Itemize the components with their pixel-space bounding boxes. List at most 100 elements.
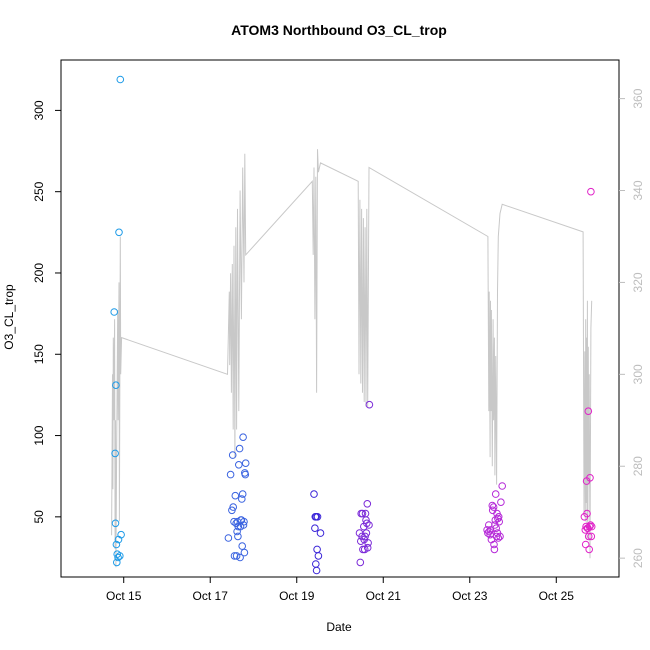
data-point [362, 529, 371, 537]
data-point [586, 474, 594, 482]
y-axis-left: 50 100 150 200 250 300 [32, 100, 61, 524]
data-point [226, 470, 235, 479]
y2-tick-label: 340 [631, 180, 645, 200]
y2-tick-label: 300 [631, 364, 645, 384]
y-tick-label: 250 [32, 181, 46, 201]
data-point [585, 545, 594, 554]
y-tick-label: 150 [32, 344, 46, 364]
plot-box [60, 59, 620, 578]
data-point [492, 532, 501, 541]
data-point [240, 517, 248, 526]
data-point [236, 553, 244, 562]
data-point [586, 521, 595, 529]
data-point [311, 524, 319, 533]
y2-tick-label: 320 [631, 272, 645, 292]
data-point [235, 461, 243, 469]
data-point [584, 532, 593, 541]
x-tick-label: Oct 15 [106, 589, 142, 603]
data-point [240, 548, 249, 557]
data-point [230, 517, 238, 526]
data-point [112, 540, 121, 549]
data-point [110, 308, 118, 316]
data-point [113, 558, 121, 567]
x-tick-label: Oct 19 [279, 589, 315, 603]
data-point [116, 552, 124, 560]
data-point [587, 522, 596, 531]
y2-tick-label: 360 [631, 88, 645, 108]
data-point [489, 503, 498, 511]
y2-tick-label: 260 [631, 548, 645, 568]
data-point [365, 400, 374, 409]
data-point [490, 540, 498, 549]
data-point [363, 500, 372, 508]
data-point [114, 553, 122, 562]
data-point [582, 522, 590, 531]
data-point [496, 532, 504, 541]
data-point [116, 75, 125, 84]
data-point [356, 558, 365, 567]
chart-title: ATOM3 Northbound O3_CL_trop [231, 22, 447, 38]
y-tick-label: 50 [32, 510, 46, 524]
data-point [581, 540, 590, 549]
y2-tick-label: 280 [631, 456, 645, 476]
y-tick-label: 100 [32, 425, 46, 445]
data-point [363, 519, 371, 528]
data-point [313, 513, 322, 521]
data-point [231, 491, 240, 500]
data-point [361, 532, 369, 541]
x-tick-label: Oct 17 [193, 589, 229, 603]
data-point [494, 513, 503, 521]
x-axis-label: Date [326, 620, 352, 634]
y-tick-label: 200 [32, 263, 46, 283]
secondary-line [111, 149, 593, 568]
data-point [117, 530, 125, 539]
data-point [492, 524, 501, 533]
x-tick-label: Oct 23 [452, 589, 488, 603]
data-point [490, 545, 499, 554]
data-point [312, 560, 320, 568]
data-point [234, 532, 242, 541]
data-point [228, 451, 237, 459]
y-axis-label: O3_CL_trop [2, 284, 16, 350]
data-point [583, 509, 591, 518]
data-point [587, 532, 596, 541]
data-point [584, 407, 593, 416]
data-point [238, 495, 246, 503]
data-point [312, 566, 321, 575]
data-point [316, 529, 325, 537]
points-layer [110, 75, 596, 575]
data-point [241, 470, 250, 479]
x-tick-label: Oct 21 [366, 589, 402, 603]
data-point [111, 449, 119, 458]
data-point [587, 187, 595, 196]
data-point [238, 542, 246, 550]
data-point [314, 552, 323, 560]
y-tick-label: 300 [32, 100, 46, 120]
data-point [585, 522, 594, 531]
data-point [239, 521, 248, 529]
data-point [232, 552, 241, 560]
data-point [357, 537, 365, 546]
data-point [313, 545, 321, 554]
data-point [365, 521, 373, 529]
y-axis-right: 260 280 300 320 340 360 [619, 88, 645, 568]
data-point [239, 433, 247, 442]
data-point [497, 498, 505, 507]
data-point [491, 490, 500, 498]
data-point [494, 534, 503, 542]
data-point [234, 522, 243, 531]
data-point [229, 503, 237, 511]
data-point [310, 490, 318, 498]
data-point [495, 517, 504, 526]
data-point [112, 381, 120, 390]
data-point [115, 228, 123, 237]
data-point [230, 552, 239, 560]
data-point [485, 527, 494, 536]
data-point [498, 482, 507, 490]
data-point [235, 444, 244, 453]
data-point [241, 459, 250, 468]
secondary-line-layer [111, 149, 593, 568]
x-axis: Oct 15 Oct 17 Oct 19 Oct 21 Oct 23 Oct 25 [106, 577, 574, 603]
